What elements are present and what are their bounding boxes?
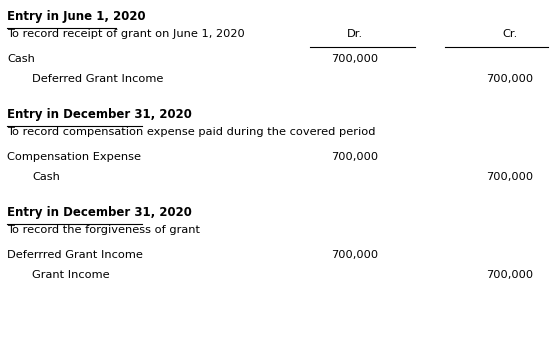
Text: To record the forgiveness of grant: To record the forgiveness of grant (7, 225, 200, 235)
Text: To record compensation expense paid during the covered period: To record compensation expense paid duri… (7, 127, 376, 137)
Text: Entry in December 31, 2020: Entry in December 31, 2020 (7, 108, 192, 121)
Text: To record receipt of grant on June 1, 2020: To record receipt of grant on June 1, 20… (7, 29, 245, 39)
Text: 700,000: 700,000 (331, 54, 378, 64)
Text: 700,000: 700,000 (331, 250, 378, 260)
Text: 700,000: 700,000 (486, 172, 534, 182)
Text: Dr.: Dr. (347, 29, 363, 39)
Text: 700,000: 700,000 (486, 270, 534, 280)
Text: 700,000: 700,000 (331, 152, 378, 162)
Text: Deferrred Grant Income: Deferrred Grant Income (7, 250, 143, 260)
Text: Cash: Cash (7, 54, 35, 64)
Text: 700,000: 700,000 (486, 74, 534, 84)
Text: Cr.: Cr. (502, 29, 517, 39)
Text: Deferred Grant Income: Deferred Grant Income (32, 74, 163, 84)
Text: Compensation Expense: Compensation Expense (7, 152, 141, 162)
Text: Entry in December 31, 2020: Entry in December 31, 2020 (7, 206, 192, 219)
Text: Grant Income: Grant Income (32, 270, 110, 280)
Text: Cash: Cash (32, 172, 60, 182)
Text: Entry in June 1, 2020: Entry in June 1, 2020 (7, 10, 146, 23)
